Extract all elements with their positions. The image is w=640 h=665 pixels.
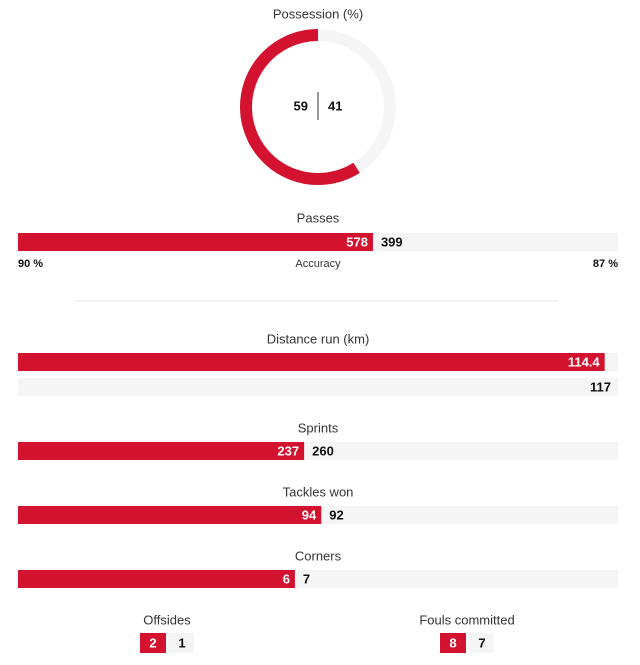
home-value: 94 [302, 507, 317, 522]
home-bar [18, 353, 605, 371]
away-box [168, 633, 194, 653]
home-value: 114.4 [568, 354, 601, 369]
stat-label: Passes [297, 210, 340, 225]
accuracy-home: 90 % [18, 258, 43, 270]
home-bar [18, 570, 295, 588]
away-value: 1 [178, 635, 185, 650]
away-value: 7 [478, 635, 485, 650]
home-value: 578 [346, 234, 368, 249]
stat-label: Tackles won [283, 484, 354, 499]
away-bar [321, 506, 618, 524]
home-value: 2 [149, 635, 156, 650]
stat-label: Fouls committed [419, 612, 514, 627]
donut-home [240, 29, 360, 185]
home-value: 59 [294, 98, 308, 113]
stat-label: Sprints [298, 420, 339, 435]
stat-label: Corners [295, 548, 342, 563]
home-box [140, 633, 166, 653]
home-bar [18, 442, 305, 460]
away-bar [304, 442, 618, 460]
away-bar [372, 233, 618, 251]
away-value: 41 [328, 98, 342, 113]
away-bar [18, 378, 618, 396]
away-value: 260 [312, 443, 334, 458]
away-value: 399 [381, 234, 403, 249]
accuracy-label: Accuracy [295, 258, 341, 270]
stat-label: Offsides [143, 612, 191, 627]
away-value: 92 [329, 507, 343, 522]
home-value: 8 [449, 635, 456, 650]
home-bar [18, 233, 373, 251]
accuracy-away: 87 % [593, 258, 618, 270]
away-value: 117 [590, 379, 611, 394]
away-box [468, 633, 494, 653]
stat-label: Distance run (km) [267, 331, 370, 346]
home-bar [18, 506, 322, 524]
home-value: 237 [277, 443, 299, 458]
away-bar [294, 570, 618, 588]
stat-title: Possession (%) [273, 6, 363, 21]
away-value: 7 [303, 571, 310, 586]
home-value: 6 [283, 571, 290, 586]
home-box [440, 633, 466, 653]
